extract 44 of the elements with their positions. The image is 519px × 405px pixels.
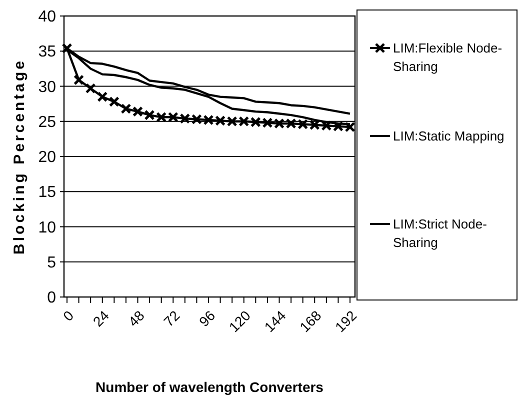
x-tick-label: 192 bbox=[332, 307, 360, 336]
point bbox=[227, 116, 237, 126]
point bbox=[97, 92, 108, 102]
y-tick-label: 40 bbox=[38, 8, 56, 26]
point bbox=[192, 114, 202, 124]
y-tick-label: 5 bbox=[47, 254, 56, 272]
point bbox=[250, 117, 261, 127]
point bbox=[310, 120, 320, 130]
x-tick-label: 168 bbox=[296, 307, 324, 336]
point bbox=[121, 104, 131, 114]
y-tick-label: 0 bbox=[47, 290, 56, 307]
point bbox=[132, 106, 143, 116]
legend-label: LIM:Flexible Node-Sharing bbox=[393, 40, 502, 74]
point bbox=[298, 119, 308, 130]
x-tick-label: 48 bbox=[125, 307, 148, 330]
y-tick-label: 30 bbox=[38, 78, 56, 96]
y-tick-label: 15 bbox=[38, 184, 56, 202]
x-tick-label: 144 bbox=[261, 307, 289, 336]
x-tick-label: 24 bbox=[90, 307, 112, 330]
x-tick-label: 0 bbox=[60, 307, 77, 324]
legend-label: LIM:Strict Node-Sharing bbox=[393, 216, 487, 250]
y-tick-label: 25 bbox=[38, 114, 56, 131]
point bbox=[86, 83, 96, 94]
point bbox=[204, 115, 214, 125]
point bbox=[144, 110, 154, 120]
point bbox=[109, 96, 120, 107]
point bbox=[274, 118, 284, 128]
y-axis-title: Blocking Percentage bbox=[11, 58, 28, 254]
y-tick-label: 35 bbox=[38, 44, 56, 61]
x-tick-label: 72 bbox=[160, 307, 183, 330]
y-tick-label: 20 bbox=[38, 149, 56, 166]
point bbox=[168, 112, 178, 122]
x-tick-label: 120 bbox=[226, 307, 254, 336]
point bbox=[180, 114, 190, 124]
point bbox=[262, 118, 272, 128]
legend-label: LIM:Static Mapping bbox=[393, 128, 504, 144]
x-tick-label: 96 bbox=[196, 307, 218, 330]
point bbox=[215, 116, 226, 126]
point bbox=[238, 116, 249, 126]
point bbox=[74, 75, 84, 85]
y-tick-label: 10 bbox=[38, 219, 56, 236]
point bbox=[286, 118, 296, 128]
x-axis-title: Number of wavelength Converters bbox=[96, 379, 324, 395]
point bbox=[156, 112, 166, 122]
